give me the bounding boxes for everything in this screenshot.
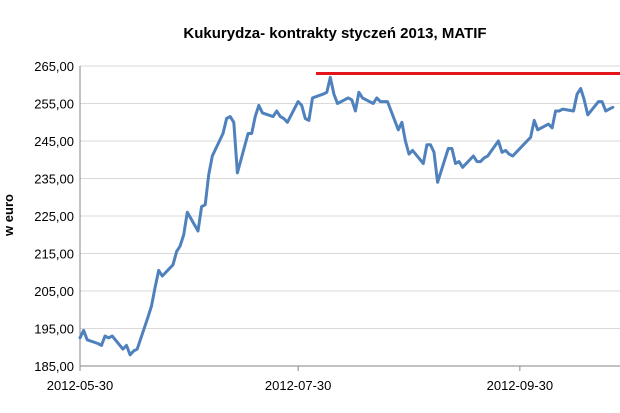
series-line <box>78 75 615 357</box>
y-tick-label: 205,00 <box>34 284 74 299</box>
y-tick-label: 195,00 <box>34 322 74 337</box>
y-tick-label: 245,00 <box>34 134 74 149</box>
x-tick-labels: 2012-05-30 2012-07-30 2012-09-30 <box>47 366 553 393</box>
y-tick-label: 255,00 <box>34 97 74 112</box>
y-tick-label: 265,00 <box>34 59 74 74</box>
x-tick-label: 2012-07-30 <box>265 378 332 393</box>
x-tick-label: 2012-05-30 <box>47 378 114 393</box>
y-axis-label: w euro <box>1 194 16 237</box>
x-tick-label: 2012-09-30 <box>487 378 554 393</box>
y-tick-label: 235,00 <box>34 172 74 187</box>
grid-lines <box>79 65 620 367</box>
y-tick-labels: 185,00 195,00 205,00 215,00 225,00 235,00 245,… <box>34 59 74 374</box>
chart-title: Kukurydza- kontrakty styczeń 2013, MATIF <box>183 25 486 42</box>
y-tick-label: 225,00 <box>34 209 74 224</box>
y-tick-label: 185,00 <box>34 359 74 374</box>
series-layer <box>78 75 615 357</box>
y-tick-label: 215,00 <box>34 247 74 262</box>
